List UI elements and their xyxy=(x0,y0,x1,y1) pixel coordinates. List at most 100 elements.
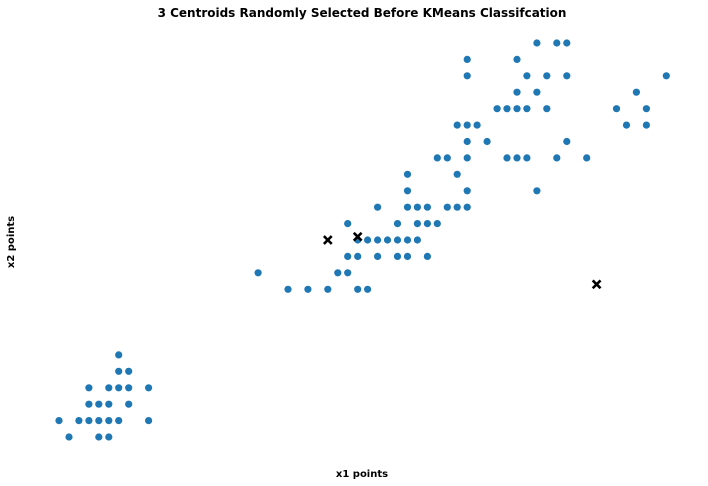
data-point xyxy=(374,203,382,211)
data-point xyxy=(125,367,133,375)
data-point xyxy=(533,187,541,195)
data-point xyxy=(622,121,631,129)
data-point xyxy=(433,154,441,162)
data-point xyxy=(583,154,591,162)
data-point xyxy=(95,400,103,408)
data-point xyxy=(393,252,402,260)
data-point xyxy=(115,417,123,425)
centroid-marker xyxy=(591,279,602,290)
data-point xyxy=(374,236,382,244)
data-point xyxy=(85,400,93,408)
data-point xyxy=(523,154,531,162)
data-point xyxy=(503,154,511,162)
data-point xyxy=(413,220,421,228)
data-point xyxy=(413,203,421,211)
data-point xyxy=(453,121,461,129)
data-point xyxy=(344,252,352,260)
chart-title: 3 Centroids Randomly Selected Before KMe… xyxy=(158,6,567,20)
data-point xyxy=(85,417,93,425)
data-point xyxy=(324,285,332,293)
data-point xyxy=(125,384,133,392)
data-point xyxy=(383,236,392,244)
data-point xyxy=(483,137,491,146)
data-point xyxy=(374,252,382,260)
data-point xyxy=(463,203,471,211)
data-point xyxy=(513,88,521,96)
data-point xyxy=(423,203,431,211)
data-point xyxy=(403,203,412,211)
data-point xyxy=(364,236,372,244)
data-point xyxy=(125,400,133,408)
data-point xyxy=(503,105,511,113)
plot-area xyxy=(55,39,670,441)
data-point xyxy=(95,433,103,441)
data-point xyxy=(393,236,402,244)
data-point xyxy=(523,72,531,80)
data-point xyxy=(95,417,103,425)
data-point xyxy=(75,417,83,425)
data-point xyxy=(662,72,670,80)
data-point xyxy=(473,121,481,129)
data-point xyxy=(55,417,63,425)
data-point xyxy=(105,433,113,441)
data-point xyxy=(642,121,651,129)
data-point xyxy=(453,203,461,211)
data-point xyxy=(354,285,362,293)
data-point xyxy=(105,400,113,408)
data-point xyxy=(463,72,471,80)
data-point xyxy=(453,170,461,178)
data-point xyxy=(463,121,471,129)
data-point xyxy=(463,154,471,162)
data-point xyxy=(354,252,362,260)
data-point xyxy=(463,55,471,64)
data-point xyxy=(612,105,621,113)
data-point xyxy=(443,203,451,211)
data-point xyxy=(632,88,641,96)
data-point xyxy=(304,285,312,293)
data-point xyxy=(553,39,561,47)
data-point xyxy=(553,154,561,162)
data-point xyxy=(533,39,541,47)
data-point xyxy=(344,220,352,228)
data-point xyxy=(493,105,501,113)
data-point xyxy=(403,170,412,178)
data-point xyxy=(65,433,73,441)
data-point xyxy=(513,55,521,64)
data-point xyxy=(642,105,651,113)
data-point xyxy=(403,252,412,260)
data-point xyxy=(533,88,541,96)
data-point xyxy=(105,384,113,392)
centroid-marker xyxy=(322,235,333,245)
data-point xyxy=(403,236,412,244)
data-point xyxy=(563,72,571,80)
data-point xyxy=(463,137,471,146)
data-point xyxy=(393,220,402,228)
data-point xyxy=(443,154,451,162)
data-point xyxy=(563,137,571,146)
data-point xyxy=(423,252,431,260)
data-point xyxy=(115,367,123,375)
data-point xyxy=(433,220,441,228)
data-point xyxy=(334,269,342,277)
data-point xyxy=(563,39,571,47)
y-axis-label: x2 points xyxy=(6,216,17,268)
data-point xyxy=(145,417,153,425)
data-point xyxy=(284,285,292,293)
data-point xyxy=(105,417,113,425)
data-point xyxy=(543,72,551,80)
data-point xyxy=(403,187,412,195)
data-point xyxy=(115,351,123,359)
data-point xyxy=(523,105,531,113)
data-point xyxy=(423,220,431,228)
data-point xyxy=(115,384,123,392)
data-point xyxy=(85,384,93,392)
centroid-marker xyxy=(352,231,363,242)
data-point xyxy=(543,105,551,113)
data-point xyxy=(364,285,372,293)
data-point xyxy=(513,105,521,113)
data-point xyxy=(254,269,262,277)
x-axis-label: x1 points xyxy=(336,469,388,480)
data-point xyxy=(513,154,521,162)
data-point xyxy=(344,269,352,277)
